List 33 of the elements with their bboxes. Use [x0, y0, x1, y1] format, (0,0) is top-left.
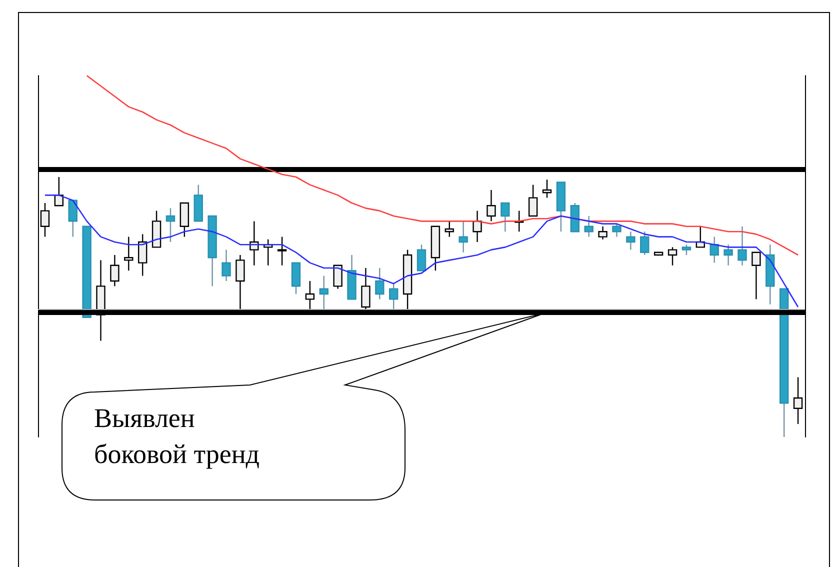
candlestick — [319, 275, 328, 310]
candlestick — [166, 208, 176, 243]
candlestick — [68, 200, 78, 238]
candlestick — [124, 236, 134, 272]
candlestick — [375, 267, 384, 300]
candlestick — [222, 249, 231, 282]
candlestick — [291, 262, 301, 295]
candlestick — [752, 252, 761, 300]
candlestick — [416, 244, 426, 272]
candlestick — [542, 179, 552, 198]
candlestick — [612, 223, 622, 238]
candlestick — [389, 283, 398, 310]
candlestick — [584, 215, 594, 238]
candlestick — [458, 220, 468, 253]
candlestick — [110, 254, 120, 287]
candlestick — [682, 244, 692, 256]
candlestick — [444, 220, 454, 238]
candlestick — [668, 246, 678, 266]
candlestick — [277, 236, 287, 266]
candlestick — [333, 264, 342, 290]
candlestick — [180, 202, 190, 238]
candlestick — [793, 376, 803, 425]
candlestick — [626, 231, 636, 250]
candlestick — [598, 226, 608, 240]
candlestick — [528, 184, 538, 217]
candlestick — [486, 189, 496, 222]
candlestick — [738, 226, 747, 266]
candlestick — [138, 234, 148, 276]
annotation: Выявлен боковой тренд — [94, 402, 261, 471]
candlestick — [640, 231, 650, 256]
candlestick — [500, 202, 510, 232]
candlestick — [472, 210, 482, 243]
candlestick — [724, 244, 733, 266]
